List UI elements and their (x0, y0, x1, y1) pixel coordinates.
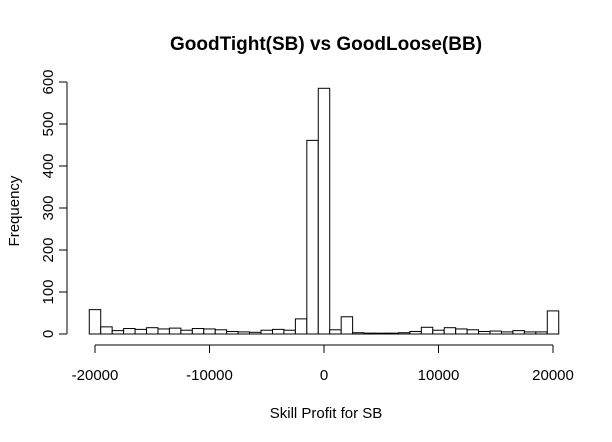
y-axis: 0 100 200 300 400 500 600 (40, 69, 68, 338)
x-tick-label: 0 (320, 367, 328, 384)
y-tick-label: 300 (40, 195, 57, 220)
histogram-bar (409, 330, 422, 335)
histogram-bar (237, 331, 251, 335)
x-axis-label: Skill Profit for SB (270, 405, 383, 422)
histogram-bar (397, 332, 411, 335)
chart-title: GoodTight(SB) vs GoodLoose(BB) (170, 34, 482, 55)
histogram-bar (340, 316, 354, 335)
histogram-bar (271, 328, 285, 335)
histogram-bar (535, 331, 548, 335)
histogram-bar (352, 332, 365, 335)
y-tick-label: 400 (40, 153, 57, 178)
histogram-bar (111, 330, 125, 335)
y-axis-label: Frequency (6, 175, 23, 246)
histogram-bar (386, 332, 399, 335)
histogram-bar (100, 326, 113, 335)
histogram-bar (500, 331, 514, 335)
y-tick-label: 100 (40, 279, 57, 304)
histogram-bar (363, 332, 377, 335)
histogram-bar (489, 330, 502, 335)
x-axis: -20000 -10000 0 10000 20000 (72, 344, 574, 384)
histogram-bar (203, 328, 216, 335)
histogram-bar (443, 327, 457, 335)
histogram-bar (180, 329, 193, 335)
histogram-bar (191, 328, 205, 335)
histogram-bar (523, 331, 537, 335)
histogram-bar (283, 329, 296, 335)
histogram-bar (466, 329, 480, 335)
y-tick-label: 500 (40, 111, 57, 136)
histogram-bar (134, 328, 148, 335)
y-tick-label: 0 (40, 330, 57, 338)
x-tick-label: -10000 (186, 367, 233, 384)
histogram-bar (317, 87, 331, 335)
histogram-bar (146, 327, 159, 335)
histogram-bar (478, 330, 491, 335)
histogram-bar (329, 329, 342, 335)
histogram-bar (249, 331, 262, 335)
histogram-bar (455, 328, 468, 335)
histogram-bar (214, 329, 228, 335)
histogram-bar (375, 332, 388, 335)
histogram-bar (420, 326, 434, 335)
histogram-bar (123, 328, 136, 335)
y-tick-label: 200 (40, 237, 57, 262)
histogram-bar (88, 309, 102, 335)
histogram-bar (546, 310, 560, 335)
histogram-bar (260, 329, 273, 335)
histogram-bar (512, 330, 525, 335)
histogram-bar (294, 318, 308, 335)
histogram-bars (88, 87, 560, 335)
x-tick-label: 20000 (532, 367, 574, 384)
x-tick-label: -20000 (72, 367, 119, 384)
histogram-bar (432, 329, 445, 335)
histogram-bar (306, 139, 319, 335)
histogram-bar (157, 328, 170, 335)
x-tick-label: 10000 (418, 367, 460, 384)
histogram-bar (226, 330, 239, 335)
histogram-bar (168, 327, 182, 335)
y-tick-label: 600 (40, 69, 57, 94)
